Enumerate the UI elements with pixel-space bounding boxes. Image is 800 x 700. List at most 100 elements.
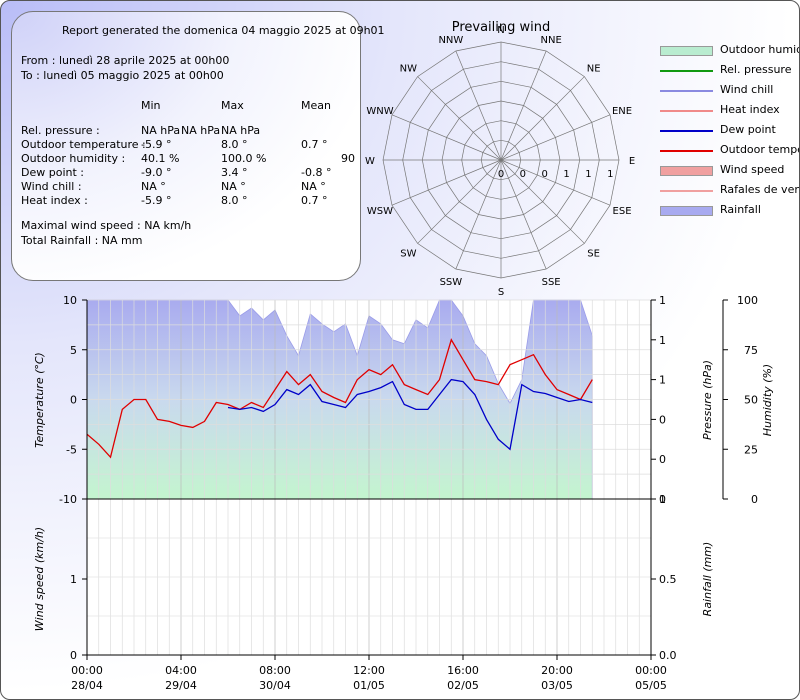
x-tick-date: 03/05 <box>541 679 573 692</box>
windrose-direction-label: NNW <box>438 35 463 46</box>
row-max: 3.4 ° <box>221 166 248 179</box>
row-extra: NA hPa <box>181 124 221 137</box>
row-label: Rel. pressure : <box>21 124 100 137</box>
windrose-spoke <box>455 50 502 161</box>
legend-label: Wind speed <box>720 163 785 176</box>
windrose-ring-label: 0 <box>542 169 548 180</box>
y-tick-label: 0 <box>70 394 77 407</box>
legend-swatch <box>660 190 713 192</box>
row-label: Outdoor temperature : <box>21 138 146 151</box>
windrose-ring-label: 0 <box>498 169 504 180</box>
windrose-direction-label: WNW <box>366 106 393 117</box>
windrose-direction-label: S <box>498 287 504 298</box>
row-mean: 0.7 ° <box>301 194 328 207</box>
row-max: NA hPa <box>221 124 261 137</box>
y-axis-title-pressure: Pressure (hPa) <box>701 360 714 440</box>
pressure-tick-label: 1 <box>659 374 666 387</box>
humidity-tick-label: 25 <box>744 443 758 456</box>
windrose-direction-label: SE <box>587 249 600 260</box>
x-tick-time: 08:00 <box>259 664 291 677</box>
windrose-spoke <box>455 159 502 270</box>
x-tick-time: 00:00 <box>71 664 103 677</box>
windrose-ring-label: 1 <box>563 169 569 180</box>
report-to: To : lunedì 05 maggio 2025 at 00h00 <box>21 69 224 82</box>
row-label: Outdoor humidity : <box>21 152 126 165</box>
windrose-ring-label: 0 <box>520 169 526 180</box>
humidity-tick-label: 100 <box>737 294 758 307</box>
row-max: 8.0 ° <box>221 138 248 151</box>
pressure-tick-label: 1 <box>659 334 666 347</box>
row-min: 40.1 % <box>141 152 180 165</box>
row-mean: NA ° <box>301 180 326 193</box>
x-tick-date: 02/05 <box>447 679 479 692</box>
windrose-spoke <box>500 159 585 244</box>
windrose-direction-label: W <box>365 156 375 167</box>
x-tick-time: 00:00 <box>635 664 667 677</box>
rain-tick-label: 0.5 <box>659 573 677 586</box>
humidity-tick-label: 50 <box>744 394 758 407</box>
windrose-direction-label: WSW <box>367 206 393 217</box>
humidity-tick-label: 75 <box>744 344 758 357</box>
windrose-spoke <box>500 50 547 161</box>
windrose-direction-label: NW <box>400 63 417 74</box>
windrose-direction-label: ESE <box>613 206 632 217</box>
col-min-header: Min <box>141 99 161 112</box>
windrose-direction-label: N <box>497 25 504 36</box>
col-max-header: Max <box>221 99 244 112</box>
report-panel: Report generated the domenica 04 maggio … <box>11 11 385 281</box>
total-rain-text: Total Rainfall : NA mm <box>21 234 143 247</box>
rain-tick-label: 0.0 <box>659 649 677 662</box>
y-axis-title-rainfall: Rainfall (mm) <box>701 542 714 617</box>
row-max: NA ° <box>221 180 246 193</box>
x-tick-date: 05/05 <box>635 679 667 692</box>
windrose-spoke <box>417 159 502 244</box>
x-tick-time: 12:00 <box>353 664 385 677</box>
legend-label: Outdoor temperature <box>720 143 799 156</box>
row-max: 8.0 ° <box>221 194 248 207</box>
col-mean-header: Mean <box>301 99 331 112</box>
pressure-tick-label: 0 <box>659 453 666 466</box>
y-axis-title-humidity: Humidity (%) <box>761 364 774 436</box>
row-mean: 0.7 ° <box>301 138 328 151</box>
windrose-title: Prevailing wind <box>452 20 551 35</box>
pressure-tick-label: 0 <box>659 413 666 426</box>
legend-swatch <box>660 110 713 112</box>
x-tick-date: 29/04 <box>165 679 197 692</box>
windrose-spoke <box>391 159 502 206</box>
legend-swatch <box>660 46 713 56</box>
legend-label: Wind chill <box>720 83 774 96</box>
windrose-direction-label: NE <box>587 63 601 74</box>
windrose-ring-label: 1 <box>607 169 613 180</box>
x-tick-date: 28/04 <box>71 679 103 692</box>
rain-tick-label: 1 <box>659 493 666 506</box>
pressure-tick-label: 0 <box>659 493 666 506</box>
legend-label: Rafales de vent <box>720 183 800 196</box>
report-header: Report generated the domenica 04 maggio … <box>62 24 385 37</box>
series-line <box>227 378 593 451</box>
humidity-tick-label: 0 <box>751 493 758 506</box>
wind-tick-label: 1 <box>70 573 77 586</box>
legend-swatch <box>660 130 713 132</box>
windrose-direction-label: SW <box>400 249 416 260</box>
legend-swatch <box>660 150 713 152</box>
windrose-spoke <box>417 76 502 161</box>
legend-swatch <box>660 206 713 216</box>
legend-label: Dew point <box>720 123 776 136</box>
y-tick-label: -5 <box>66 443 77 456</box>
y-tick-label: -10 <box>59 493 77 506</box>
windrose-spoke <box>391 114 502 161</box>
windrose-ring-label: 1 <box>585 169 591 180</box>
wind-tick-label: 0 <box>70 649 77 662</box>
legend-swatch <box>660 166 713 176</box>
windrose-direction-label: ENE <box>612 106 632 117</box>
legend-swatch <box>660 90 713 92</box>
x-tick-date: 30/04 <box>259 679 291 692</box>
windrose-spoke <box>500 159 611 206</box>
row-min: -5.9 ° <box>141 194 172 207</box>
legend-label: Heat index <box>720 103 780 116</box>
row-label: Wind chill : <box>21 180 82 193</box>
windrose-spoke <box>500 114 611 161</box>
windrose-spoke <box>500 159 547 270</box>
